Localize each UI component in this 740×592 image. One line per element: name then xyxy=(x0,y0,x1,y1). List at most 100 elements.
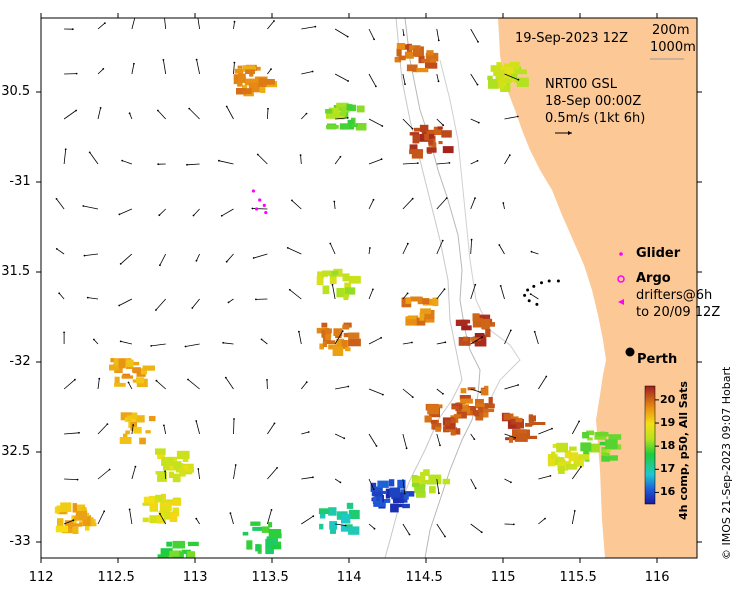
current-vector xyxy=(87,297,99,300)
current-vector-head xyxy=(104,22,106,24)
current-vector xyxy=(252,208,268,210)
current-vector-head xyxy=(184,345,187,348)
current-vector xyxy=(436,288,445,300)
current-vector xyxy=(470,118,479,123)
sst-patch xyxy=(119,412,156,445)
current-vector-head xyxy=(510,481,512,484)
current-vector xyxy=(89,152,99,165)
sst-patch xyxy=(54,502,97,534)
sst-patch xyxy=(325,102,367,131)
current-vector xyxy=(368,433,377,447)
argo-marker xyxy=(617,275,625,283)
current-vector xyxy=(470,284,476,300)
sst-patch xyxy=(233,64,278,97)
current-vector xyxy=(157,110,166,120)
current-vector-head xyxy=(191,307,194,309)
x-tick-label: 116 xyxy=(644,570,670,585)
current-vector xyxy=(538,475,551,480)
current-vector xyxy=(402,118,413,129)
current-vector-head xyxy=(346,117,349,119)
current-vector-head xyxy=(477,40,479,43)
current-vector-head xyxy=(83,254,86,257)
current-vector xyxy=(368,478,375,490)
current-vector-head xyxy=(195,420,198,422)
current-vector-head xyxy=(545,375,548,378)
current-vector xyxy=(159,513,167,525)
current-vector-head xyxy=(288,288,291,291)
current-vector-head xyxy=(381,125,384,127)
current-vector xyxy=(504,384,519,390)
glider-point xyxy=(251,189,256,193)
current-vector xyxy=(301,476,313,480)
drifter-point xyxy=(540,281,543,285)
current-vector-head xyxy=(76,478,79,481)
current-vector xyxy=(334,433,345,439)
current-vector-head xyxy=(234,464,237,466)
current-vector xyxy=(504,116,518,120)
current-vector xyxy=(195,518,200,525)
current-vector xyxy=(233,418,235,435)
x-tick-label: 115 xyxy=(490,570,516,585)
current-vector xyxy=(368,289,374,300)
current-vector xyxy=(58,293,65,300)
current-vector xyxy=(159,253,167,266)
drifter-point xyxy=(547,279,551,283)
current-vector xyxy=(298,331,302,345)
current-vector-head xyxy=(266,379,268,381)
current-vector-head xyxy=(474,487,477,490)
current-vector xyxy=(233,62,235,75)
current-vector xyxy=(300,155,302,165)
current-vector xyxy=(267,509,272,525)
current-vector xyxy=(500,285,505,300)
current-vector xyxy=(334,73,349,82)
current-vector xyxy=(267,20,275,30)
current-vector-head xyxy=(498,244,501,246)
current-vector xyxy=(436,240,444,255)
current-vector-head xyxy=(119,340,122,343)
current-vector xyxy=(402,162,418,165)
current-vector xyxy=(470,198,476,210)
current-vector-head xyxy=(273,20,275,22)
current-vector xyxy=(223,342,234,345)
current-vector xyxy=(436,341,446,345)
current-vector xyxy=(267,423,275,435)
current-vector-head xyxy=(411,197,414,200)
current-vector xyxy=(128,382,133,390)
current-vector-head xyxy=(405,447,408,450)
current-vector-head xyxy=(373,38,375,41)
current-vector-head xyxy=(448,162,451,164)
current-vector xyxy=(287,247,302,255)
current-vector xyxy=(436,388,444,395)
current-vector xyxy=(226,253,234,262)
current-vector-head xyxy=(224,376,227,379)
current-vector xyxy=(197,468,200,480)
current-vector xyxy=(64,432,80,435)
glider-point xyxy=(264,211,268,215)
current-vector xyxy=(334,330,344,345)
current-vector-head xyxy=(159,512,161,515)
current-vector-head xyxy=(347,80,349,82)
current-vector xyxy=(538,376,547,390)
current-vector-head xyxy=(157,163,160,166)
colorbar-tick-label: 16 xyxy=(660,485,676,499)
current-vector-head xyxy=(150,345,153,347)
current-vector xyxy=(402,433,407,449)
current-vector xyxy=(197,18,200,30)
current-vector-head xyxy=(195,58,198,61)
current-vector xyxy=(129,509,133,525)
current-vector-head xyxy=(474,283,477,286)
current-vector-head xyxy=(55,248,58,250)
sst-patch xyxy=(501,412,546,443)
current-vector-head xyxy=(186,163,188,166)
current-vector-head xyxy=(372,288,374,291)
current-vector-head xyxy=(86,296,89,299)
x-tick-label: 112 xyxy=(28,570,54,585)
current-vector-head xyxy=(75,109,77,112)
current-vector xyxy=(504,73,519,81)
current-vector-head xyxy=(102,68,105,70)
current-vector xyxy=(368,337,382,345)
current-vector xyxy=(191,298,200,309)
current-vector-head xyxy=(233,20,236,23)
argo-legend-label: Argo xyxy=(636,271,671,286)
sst-patch xyxy=(157,540,199,558)
